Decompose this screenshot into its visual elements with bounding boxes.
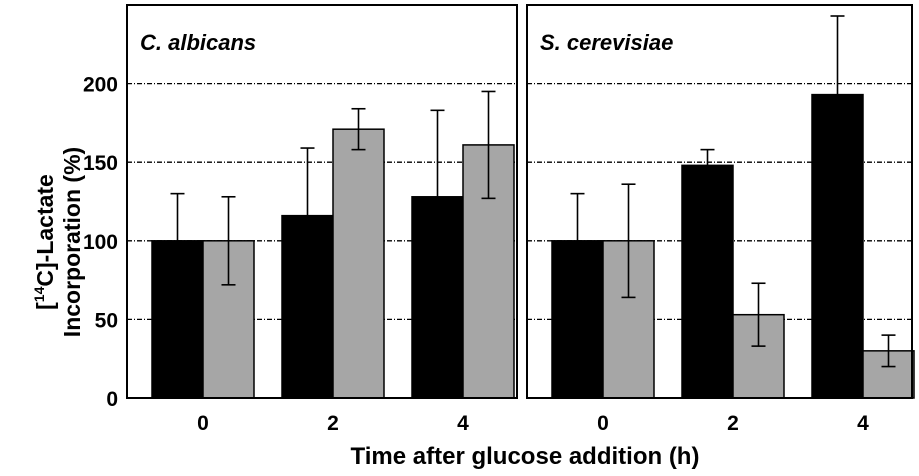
panel-title: C. albicans (140, 30, 256, 55)
x-tick-label-2: 2 (727, 412, 739, 435)
bar-black-2 (681, 164, 734, 399)
y-tick-label-0: 0 (106, 388, 118, 411)
bar-gray-2 (332, 128, 385, 399)
error-bars (570, 15, 896, 368)
y-axis-label-line2: Incorporation (%) (59, 147, 85, 337)
x-tick-label-0: 0 (597, 412, 609, 435)
panel-c-albicans: C. albicans 0 2 4 (126, 4, 518, 435)
x-tick-label-2: 2 (327, 412, 339, 435)
y-tick-label-50: 50 (95, 309, 118, 332)
panel-s-cerevisiae: S. cerevisiae 0 2 4 (526, 4, 915, 435)
panel-title: S. cerevisiae (540, 30, 673, 55)
error-bars (170, 90, 496, 289)
x-tick-label-4: 4 (457, 412, 469, 435)
y-axis-label-suffix: C]-Lactate (32, 174, 58, 286)
x-tick-labels: 0 2 4 (197, 412, 469, 435)
x-axis-label: Time after glucose addition (h) (351, 443, 700, 470)
panel-frame (526, 4, 913, 399)
x-tick-label-4: 4 (857, 412, 869, 435)
y-axis-label: [14C]-Lactate (31, 174, 58, 310)
panel-frame (126, 4, 518, 399)
y-tick-labels: 0 50 100 150 200 (83, 74, 118, 411)
x-tick-labels: 0 2 4 (597, 412, 869, 435)
bars (551, 93, 915, 399)
y-tick-label-100: 100 (83, 231, 118, 254)
y-axis-label-prefix: [ (32, 302, 58, 310)
bars (151, 128, 515, 399)
y-tick-label-150: 150 (83, 152, 118, 175)
x-tick-label-0: 0 (197, 412, 209, 435)
y-tick-label-200: 200 (83, 74, 118, 97)
y-axis-label-superscript: 14 (31, 286, 47, 302)
